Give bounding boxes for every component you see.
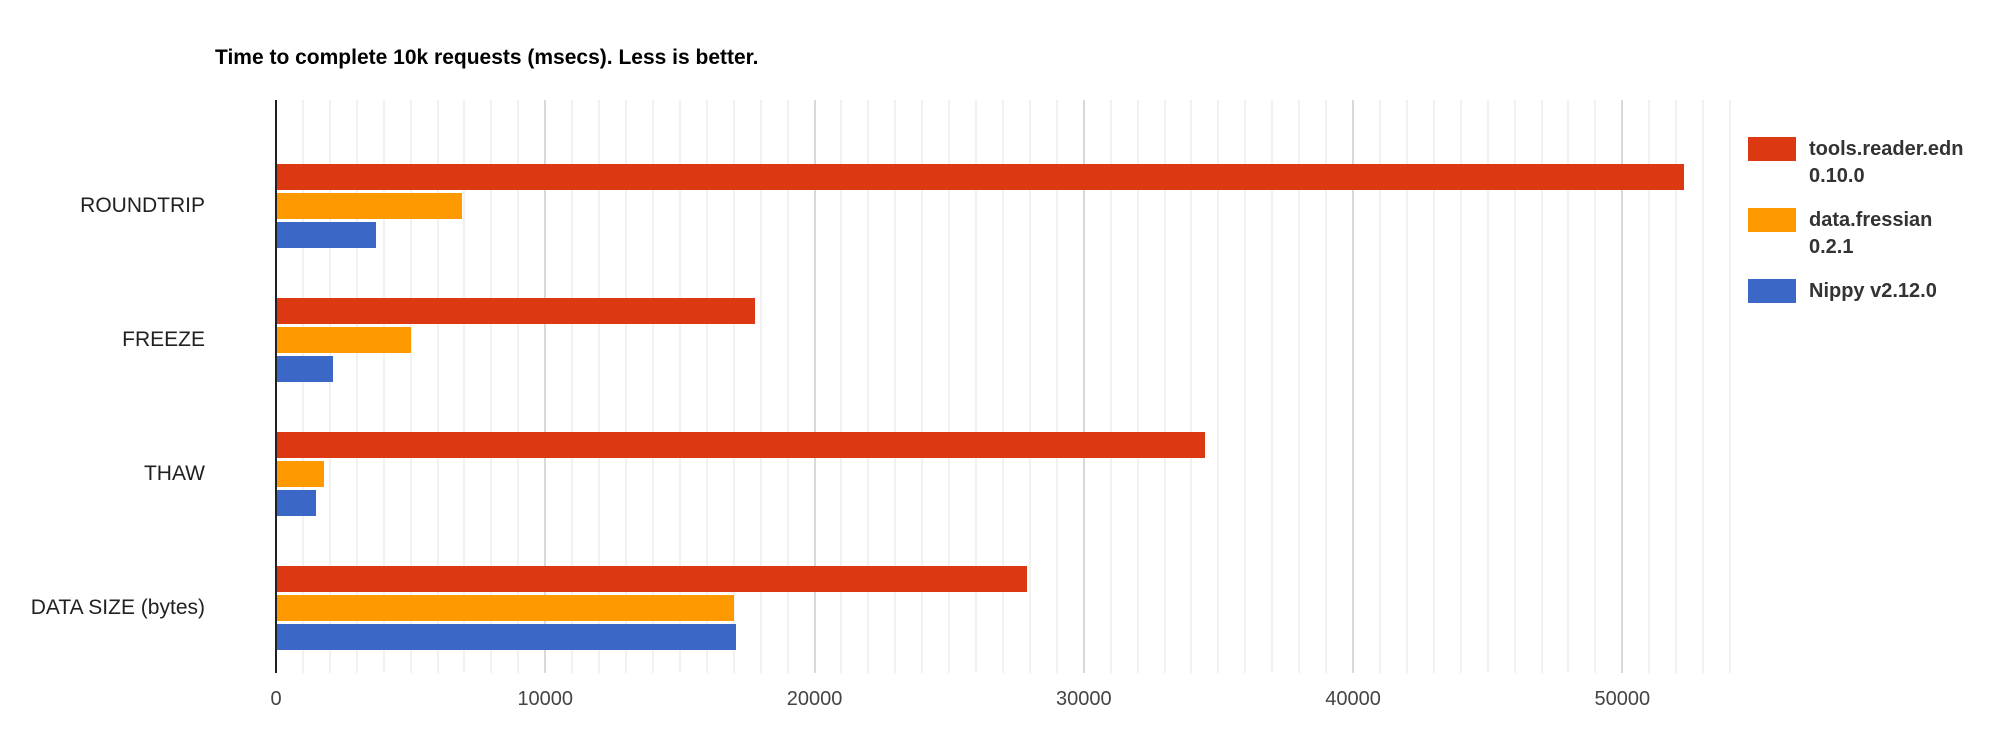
gridline-minor: [1432, 100, 1435, 673]
legend-swatch-data-fressian: [1748, 208, 1796, 232]
legend-entry-tools-reader-edn: tools.reader.edn 0.10.0: [1748, 136, 2003, 190]
x-tick-30000: 30000: [1055, 688, 1112, 710]
gridline-minor: [678, 100, 681, 673]
legend: tools.reader.edn 0.10.0 data.fressian 0.2.1…: [1748, 136, 2003, 305]
gridline-minor: [571, 100, 574, 673]
gridline-minor: [651, 100, 654, 673]
gridline-minor: [759, 100, 762, 673]
gridline-minor: [1648, 100, 1651, 673]
gridline-minor: [1729, 100, 1731, 673]
gridline-minor: [705, 100, 708, 673]
gridline-minor: [517, 100, 520, 673]
legend-entry-nippy: Nippy v2.12.0: [1748, 278, 2003, 305]
gridline-minor: [1271, 100, 1274, 673]
gridline-minor: [732, 100, 735, 673]
bar-freeze-tools-reader-edn-0-10-0: [276, 298, 756, 324]
gridline-minor: [921, 100, 924, 673]
gridline-minor: [490, 100, 493, 673]
gridline-minor: [975, 100, 978, 673]
bar-freeze-nippy-v2-12-0: [276, 356, 333, 382]
gridline-minor: [436, 100, 439, 673]
x-tick-20000: 20000: [786, 688, 843, 710]
gridline-minor: [625, 100, 628, 673]
gridline-minor: [894, 100, 897, 673]
gridline-minor: [1459, 100, 1462, 673]
gridline-minor: [1028, 100, 1031, 673]
gridline-minor: [840, 100, 843, 673]
gridline-minor: [1594, 100, 1597, 673]
gridline-minor: [1217, 100, 1220, 673]
gridline-minor: [328, 100, 331, 673]
gridline-minor: [1675, 100, 1678, 673]
gridline-minor: [463, 100, 466, 673]
gridline-minor: [1486, 100, 1489, 673]
gridline-minor: [867, 100, 870, 673]
category-label-data-size-bytes: DATA SIZE (bytes): [30, 596, 205, 619]
gridline-minor: [598, 100, 601, 673]
gridline-minor: [786, 100, 789, 673]
bar-data-size-bytes-tools-reader-edn-0-10-0: [276, 566, 1028, 592]
gridline-minor: [1405, 100, 1408, 673]
category-label-roundtrip: ROUNDTRIP: [80, 194, 205, 217]
gridline-minor: [1325, 100, 1328, 673]
legend-label-nippy: Nippy v2.12.0: [1809, 280, 1937, 302]
bar-freeze-data-fressian-0-2-1: [276, 327, 411, 353]
gridline-minor: [1244, 100, 1247, 673]
gridline-major: [1621, 100, 1624, 673]
legend-swatch-tools-reader-edn: [1748, 137, 1796, 161]
gridline-minor: [1540, 100, 1543, 673]
gridline-minor: [1190, 100, 1193, 673]
legend-label-data-fressian: data.fressian 0.2.1: [1809, 209, 1933, 258]
bar-data-size-bytes-data-fressian-0-2-1: [276, 595, 734, 621]
gridline-minor: [382, 100, 385, 673]
gridline-major: [544, 100, 547, 673]
bar-thaw-nippy-v2-12-0: [276, 490, 317, 516]
x-tick-10000: 10000: [517, 688, 574, 710]
chart-title: Time to complete 10k requests (msecs). L…: [215, 46, 759, 69]
bar-thaw-data-fressian-0-2-1: [276, 461, 325, 487]
bar-thaw-tools-reader-edn-0-10-0: [276, 432, 1205, 458]
gridline-minor: [409, 100, 412, 673]
y-axis-line: [275, 100, 277, 673]
category-label-freeze: FREEZE: [122, 328, 205, 351]
legend-swatch-nippy: [1748, 279, 1796, 303]
bar-roundtrip-nippy-v2-12-0: [276, 222, 376, 248]
gridline-minor: [1163, 100, 1166, 673]
bar-roundtrip-data-fressian-0-2-1: [276, 193, 462, 219]
gridline-minor: [1378, 100, 1381, 673]
gridline-minor: [1298, 100, 1301, 673]
gridline-minor: [355, 100, 358, 673]
legend-entry-data-fressian: data.fressian 0.2.1: [1748, 207, 2003, 261]
plot-area: [276, 100, 1731, 673]
legend-label-tools-reader-edn: tools.reader.edn 0.10.0: [1809, 138, 1964, 187]
category-label-thaw: THAW: [143, 462, 205, 485]
x-tick-40000: 40000: [1325, 688, 1381, 710]
gridline-minor: [1136, 100, 1139, 673]
gridline-major: [813, 100, 816, 673]
gridline-minor: [1109, 100, 1112, 673]
bar-roundtrip-tools-reader-edn-0-10-0: [276, 164, 1685, 190]
x-tick-50000: 50000: [1594, 688, 1651, 710]
bar-data-size-bytes-nippy-v2-12-0: [276, 624, 737, 650]
gridline-minor: [301, 100, 304, 673]
gridline-minor: [1702, 100, 1705, 673]
gridline-major: [1352, 100, 1355, 673]
gridline-minor: [948, 100, 951, 673]
gridline-minor: [1055, 100, 1058, 673]
gridline-minor: [1567, 100, 1570, 673]
gridline-major: [1082, 100, 1085, 673]
gridline-minor: [1002, 100, 1004, 673]
gridline-minor: [1513, 100, 1516, 673]
x-tick-0: 0: [270, 688, 282, 710]
